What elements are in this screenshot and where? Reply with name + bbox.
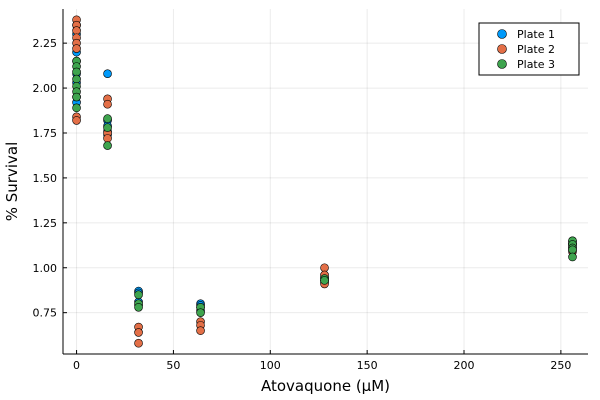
data-point — [320, 263, 329, 273]
legend-label: Plate 1 — [517, 28, 555, 41]
data-point — [103, 114, 112, 123]
data-point — [568, 252, 577, 262]
data-points — [72, 15, 577, 348]
data-point — [196, 308, 205, 317]
y-tick-label: 1.00 — [33, 262, 58, 275]
legend-box — [478, 22, 580, 76]
legend-label: Plate 2 — [517, 43, 555, 56]
legend-label: Plate 3 — [517, 58, 555, 71]
legend-marker — [497, 29, 507, 39]
x-tick-label: 0 — [73, 359, 80, 372]
legend: Plate 1 Plate 2 Plate 3 — [478, 22, 580, 76]
data-point — [72, 103, 81, 113]
x-tick-label: 200 — [454, 359, 475, 372]
x-tick-label: 50 — [166, 359, 180, 372]
data-point — [103, 134, 112, 143]
data-point — [103, 141, 112, 150]
y-tick-label: 1.75 — [33, 127, 58, 140]
data-point — [134, 290, 143, 300]
x-axis-label: Atovaquone (μM) — [261, 377, 390, 395]
data-point — [134, 338, 143, 348]
data-point — [72, 44, 81, 53]
ticks: 0 50 100 150 200 250 0.75 1.00 1.25 1.50 1.75 2.00 2… — [33, 37, 572, 372]
y-tick-label: 2.00 — [33, 82, 58, 95]
y-axis-label: % Survival — [3, 142, 21, 222]
y-tick-label: 2.25 — [33, 37, 58, 50]
y-tick-label: 1.50 — [33, 172, 58, 185]
data-point — [72, 67, 81, 77]
data-point — [134, 328, 143, 337]
data-point — [103, 123, 112, 132]
y-tick-label: 1.25 — [33, 217, 58, 230]
data-point — [72, 92, 81, 102]
data-point — [72, 26, 81, 35]
data-point — [103, 69, 112, 78]
series-3 — [72, 56, 577, 317]
x-tick-label: 150 — [357, 359, 378, 372]
y-tick-label: 0.75 — [33, 307, 58, 320]
data-point — [568, 245, 577, 255]
x-tick-label: 250 — [550, 359, 571, 372]
data-point — [196, 326, 205, 335]
axes — [62, 9, 588, 355]
grid — [63, 9, 588, 354]
legend-marker — [497, 44, 507, 54]
data-point — [134, 302, 143, 312]
x-tick-label: 100 — [260, 359, 281, 372]
data-point — [72, 116, 81, 125]
legend-marker — [497, 59, 507, 69]
data-point — [72, 74, 81, 84]
data-point — [320, 276, 329, 285]
data-point — [103, 99, 112, 109]
